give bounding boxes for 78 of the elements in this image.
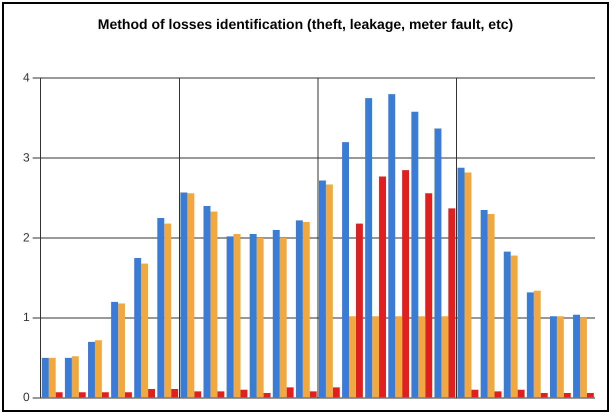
- bar: [326, 184, 333, 398]
- bar: [204, 206, 210, 398]
- bar: [395, 316, 402, 398]
- bar: [418, 316, 426, 398]
- chart-title: Method of losses identification (theft, leakage, meter fault, etc): [96, 16, 514, 32]
- bar: [111, 302, 118, 398]
- bar: [411, 112, 418, 398]
- bar: [78, 392, 86, 398]
- bar: [504, 252, 511, 398]
- bar: [272, 230, 280, 398]
- bar: [379, 176, 386, 398]
- bar: [240, 390, 248, 398]
- bar: [141, 264, 148, 398]
- bar: [118, 304, 125, 398]
- bar: [580, 318, 587, 398]
- y-tick-label: 4: [22, 70, 30, 85]
- bar: [56, 392, 63, 398]
- bar: [48, 358, 56, 398]
- bar: [586, 393, 594, 398]
- bar: [332, 387, 340, 398]
- bar: [464, 172, 472, 398]
- bar: [349, 316, 356, 398]
- bar: [226, 236, 234, 398]
- bar: [42, 358, 49, 398]
- bar: [187, 193, 194, 398]
- bar: [72, 356, 79, 398]
- bar: [534, 290, 541, 398]
- bar: [280, 238, 287, 398]
- bar: [217, 391, 224, 398]
- bar: [264, 393, 270, 398]
- bar: [425, 193, 432, 398]
- bar: [157, 218, 164, 398]
- bar: [564, 393, 571, 398]
- bar: [518, 390, 525, 398]
- bar: [234, 234, 240, 398]
- bar: [556, 316, 564, 398]
- bar: [194, 391, 202, 398]
- bar: [94, 340, 102, 398]
- bar: [388, 94, 396, 398]
- bar: [134, 258, 142, 398]
- bar: [342, 142, 350, 398]
- bar: [480, 210, 488, 398]
- bar: [372, 316, 380, 398]
- bar: [434, 128, 442, 398]
- bar: [441, 316, 448, 398]
- bar: [471, 390, 478, 398]
- bar: [540, 393, 548, 398]
- bar: [526, 292, 534, 398]
- bar: [164, 224, 172, 398]
- bar: [310, 391, 317, 398]
- bar: [488, 214, 495, 398]
- y-tick-label: 2: [22, 230, 30, 244]
- bar: [64, 358, 72, 398]
- bar: [448, 208, 456, 398]
- bar: [296, 220, 303, 398]
- bar: [286, 387, 294, 398]
- bar: [510, 256, 518, 398]
- bar: [256, 238, 264, 398]
- bar: [250, 234, 257, 398]
- bar: [356, 224, 363, 398]
- bar: [180, 192, 188, 398]
- y-tick-label: 0: [22, 390, 30, 404]
- bar: [550, 316, 557, 398]
- bar: [365, 98, 372, 398]
- bar: [102, 392, 109, 398]
- y-tick-label: 3: [22, 150, 30, 164]
- bar: [210, 212, 218, 398]
- bar: [402, 170, 410, 398]
- bar: [458, 168, 465, 398]
- bar: [494, 391, 502, 398]
- bar: [124, 392, 132, 398]
- bar: [302, 222, 310, 398]
- bar: [88, 342, 95, 398]
- bar: [573, 314, 580, 398]
- bar: [171, 389, 178, 398]
- bar: [148, 389, 156, 398]
- y-tick-label: 1: [22, 310, 30, 324]
- bar: [318, 180, 326, 398]
